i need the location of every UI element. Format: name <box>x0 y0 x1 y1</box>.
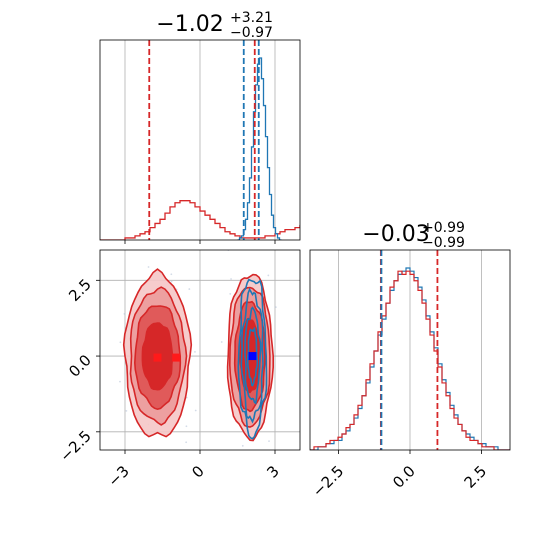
joint-sample-point <box>188 288 191 290</box>
joint-sample-point <box>119 341 122 344</box>
marginal-param2-ticks: −2.5 0.0 2.5 <box>309 450 490 501</box>
marginal-param1-title: −1.02 <box>156 12 223 37</box>
joint-sample-point <box>267 274 270 277</box>
joint-blue-contour-level <box>237 278 268 440</box>
joint-sample-point <box>194 350 196 353</box>
joint-ytick-label: 0.0 <box>65 351 95 381</box>
marginal-param2-histogram-red <box>310 270 510 450</box>
marginal-param2-quantile-lines <box>379 250 439 450</box>
joint-sample-point <box>185 425 188 428</box>
joint-sample-point <box>221 482 223 484</box>
marginal-param2-grid <box>338 250 482 450</box>
marginal-param2-histogram-blue <box>310 267 510 450</box>
marginal-param2-panel: −2.5 0.0 2.5 −0.03 +0.99 −0.99 <box>309 220 511 501</box>
joint-contour-panel: −3 0 3 −2.5 0.0 2.5 <box>56 235 301 490</box>
joint-marker-points <box>153 352 257 362</box>
joint-blue-contour-level <box>247 326 259 387</box>
marginal-param1-title-value: −1.02 <box>156 12 223 37</box>
joint-blue-contours <box>237 278 268 440</box>
joint-sample-point <box>170 273 173 276</box>
joint-marker-point <box>248 352 257 361</box>
marginal-param1-ticks <box>124 240 276 244</box>
marginal-param2-title-upper: +0.99 <box>422 220 465 236</box>
marginal-param2-xtick-label: 2.5 <box>461 462 491 492</box>
joint-sample-point <box>125 409 128 412</box>
marginal-param1-histogram-red <box>100 200 300 240</box>
joint-sample-point <box>147 266 150 268</box>
joint-sample-point <box>268 440 270 443</box>
marginal-param1-panel: −1.02 +3.21 −0.97 <box>99 10 301 244</box>
joint-xtick-label: −3 <box>104 462 132 490</box>
marginal-param2-title-lower: −0.99 <box>422 235 465 251</box>
marginal-param2-histograms <box>310 267 510 450</box>
joint-sample-point <box>230 278 232 280</box>
joint-sample-point <box>170 280 173 283</box>
joint-sample-point <box>194 409 197 412</box>
joint-marker-point <box>172 353 181 362</box>
marginal-param1-histograms <box>100 57 300 240</box>
joint-sample-point <box>274 306 277 309</box>
joint-blue-contour-level <box>244 306 262 405</box>
joint-sample-point <box>123 312 126 315</box>
marginal-param2-xtick-label: −2.5 <box>309 462 347 500</box>
marginal-param1-title-upper: +3.21 <box>230 10 273 26</box>
marginal-param1-quantile-lines <box>148 40 260 240</box>
marginal-param1-title-lower: −0.97 <box>230 25 273 41</box>
joint-ytick-label: 2.5 <box>65 275 95 305</box>
joint-xtick-label: 3 <box>263 462 282 481</box>
marginal-param2-xtick-label: 0.0 <box>389 462 419 492</box>
joint-sample-point <box>229 293 232 295</box>
joint-sample-point <box>185 441 188 444</box>
joint-sample-point <box>241 444 244 447</box>
marginal-param2-title-value: −0.03 <box>362 222 429 247</box>
joint-xtick-label: 0 <box>188 462 207 481</box>
joint-sample-point <box>119 380 121 383</box>
joint-blue-contour-level <box>240 287 264 424</box>
joint-marker-point <box>153 353 162 362</box>
joint-sample-point <box>148 235 150 237</box>
joint-ytick-label: −2.5 <box>56 427 94 465</box>
joint-sample-point <box>220 341 223 343</box>
